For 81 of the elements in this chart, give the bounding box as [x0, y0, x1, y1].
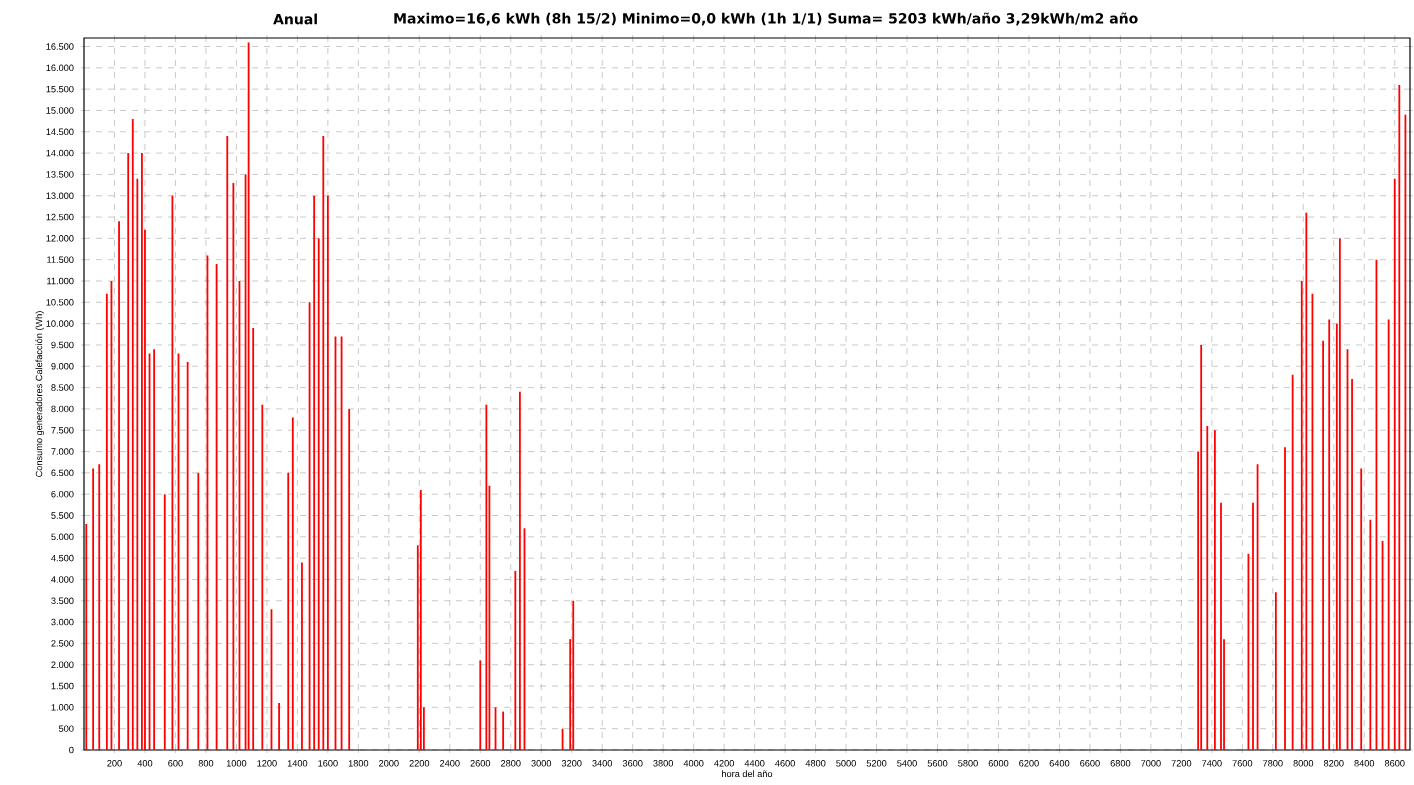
y-tick-label: 15.000 [46, 107, 74, 114]
x-tick-label: 4400 [744, 760, 765, 767]
x-tick-label: 5600 [927, 760, 948, 767]
y-tick-label: 6.000 [51, 490, 74, 498]
y-tick-label: 7.500 [51, 426, 74, 434]
x-tick-label: 3600 [622, 760, 643, 767]
x-tick-label: 1600 [318, 760, 338, 767]
x-tick-label: 3000 [531, 760, 552, 767]
x-tick-label: 7000 [1141, 760, 1161, 767]
y-tick-label: 12.500 [46, 213, 74, 221]
x-axis-title: hora del año [722, 770, 773, 778]
x-tick-label: 7800 [1263, 760, 1283, 767]
y-tick-label: 11.500 [47, 256, 74, 263]
x-tick-label: 8200 [1323, 760, 1344, 767]
y-tick-label: 14.500 [46, 128, 74, 136]
x-tick-label: 2600 [470, 760, 491, 767]
x-tick-label: 5000 [836, 760, 856, 767]
y-tick-label: 15.500 [46, 85, 74, 93]
y-tick-label: 1.500 [51, 682, 74, 690]
x-tick-label: 2200 [409, 760, 430, 767]
y-axis-title: Consumo generadores Calefacción (Wh) [35, 311, 45, 477]
x-tick-label: 4200 [714, 760, 735, 767]
y-tick-label: 8.000 [51, 405, 74, 413]
x-tick-label: 5200 [866, 760, 887, 767]
y-tick-label: 13.000 [46, 192, 74, 199]
x-tick-label: 4000 [683, 760, 704, 767]
y-tick-label: 4.000 [51, 576, 74, 583]
x-tick-label: 1000 [226, 760, 247, 767]
y-tick-label: 500 [58, 725, 74, 732]
y-tick-label: 9.500 [51, 341, 74, 349]
y-tick-label: 2.500 [51, 640, 74, 647]
x-tick-label: 3200 [561, 760, 582, 767]
y-tick-label: 0 [69, 746, 74, 754]
x-tick-label: 6600 [1080, 760, 1100, 767]
y-tick-label: 14.000 [46, 149, 74, 157]
y-tick-label: 3.000 [51, 618, 74, 626]
x-tick-label: 2000 [379, 760, 399, 767]
y-tick-label: 10.000 [46, 320, 74, 327]
x-tick-label: 7400 [1202, 760, 1222, 767]
x-tick-label: 8600 [1384, 760, 1405, 767]
chart-title: Anual [273, 13, 317, 25]
y-tick-label: 16.000 [46, 64, 74, 72]
y-tick-label: 16.500 [46, 43, 74, 50]
x-tick-label: 4600 [775, 760, 795, 767]
x-tick-label: 6400 [1049, 760, 1070, 767]
y-tick-label: 7.000 [51, 448, 74, 455]
x-tick-label: 1400 [287, 760, 308, 767]
y-tick-label: 3.500 [51, 597, 74, 605]
x-tick-label: 5800 [958, 760, 978, 767]
x-tick-label: 8000 [1293, 760, 1314, 767]
x-tick-label: 600 [168, 760, 183, 767]
y-tick-label: 5.000 [51, 533, 74, 541]
x-tick-label: 2400 [440, 760, 460, 767]
y-tick-label: 10.500 [46, 299, 74, 306]
y-tick-label: 11.000 [47, 277, 74, 285]
x-tick-label: 6800 [1110, 760, 1131, 767]
x-tick-label: 5400 [897, 760, 917, 767]
y-tick-label: 12.000 [46, 235, 74, 242]
y-tick-label: 5.500 [51, 512, 74, 519]
y-tick-label: 4.500 [51, 554, 74, 562]
y-tick-label: 6.500 [51, 469, 74, 477]
x-tick-label: 8400 [1354, 760, 1375, 767]
x-tick-label: 6000 [988, 760, 1009, 767]
y-tick-label: 1.000 [51, 704, 74, 711]
x-tick-label: 6200 [1019, 760, 1039, 767]
x-tick-label: 7600 [1232, 760, 1253, 767]
x-tick-label: 3400 [592, 760, 613, 767]
x-tick-label: 7200 [1171, 760, 1192, 767]
y-tick-label: 8.500 [51, 384, 74, 391]
x-tick-label: 1200 [257, 760, 277, 767]
y-tick-label: 9.000 [51, 363, 74, 370]
x-tick-label: 3800 [653, 760, 674, 767]
x-tick-label: 800 [198, 760, 214, 767]
x-tick-label: 1800 [348, 760, 369, 767]
x-tick-label: 400 [137, 760, 153, 767]
chart-subtitle: Maximo=16,6 kWh (8h 15/2) Minimo=0,0 kWh (1h 1/1) Suma= 5203 kWh/año 3,29kWh/m2 año [394, 12, 1138, 26]
x-tick-label: 2800 [500, 760, 521, 767]
y-tick-label: 13.500 [46, 171, 74, 178]
y-tick-label: 2.000 [51, 661, 74, 668]
x-tick-label: 4800 [805, 760, 826, 767]
x-tick-label: 200 [107, 760, 122, 767]
